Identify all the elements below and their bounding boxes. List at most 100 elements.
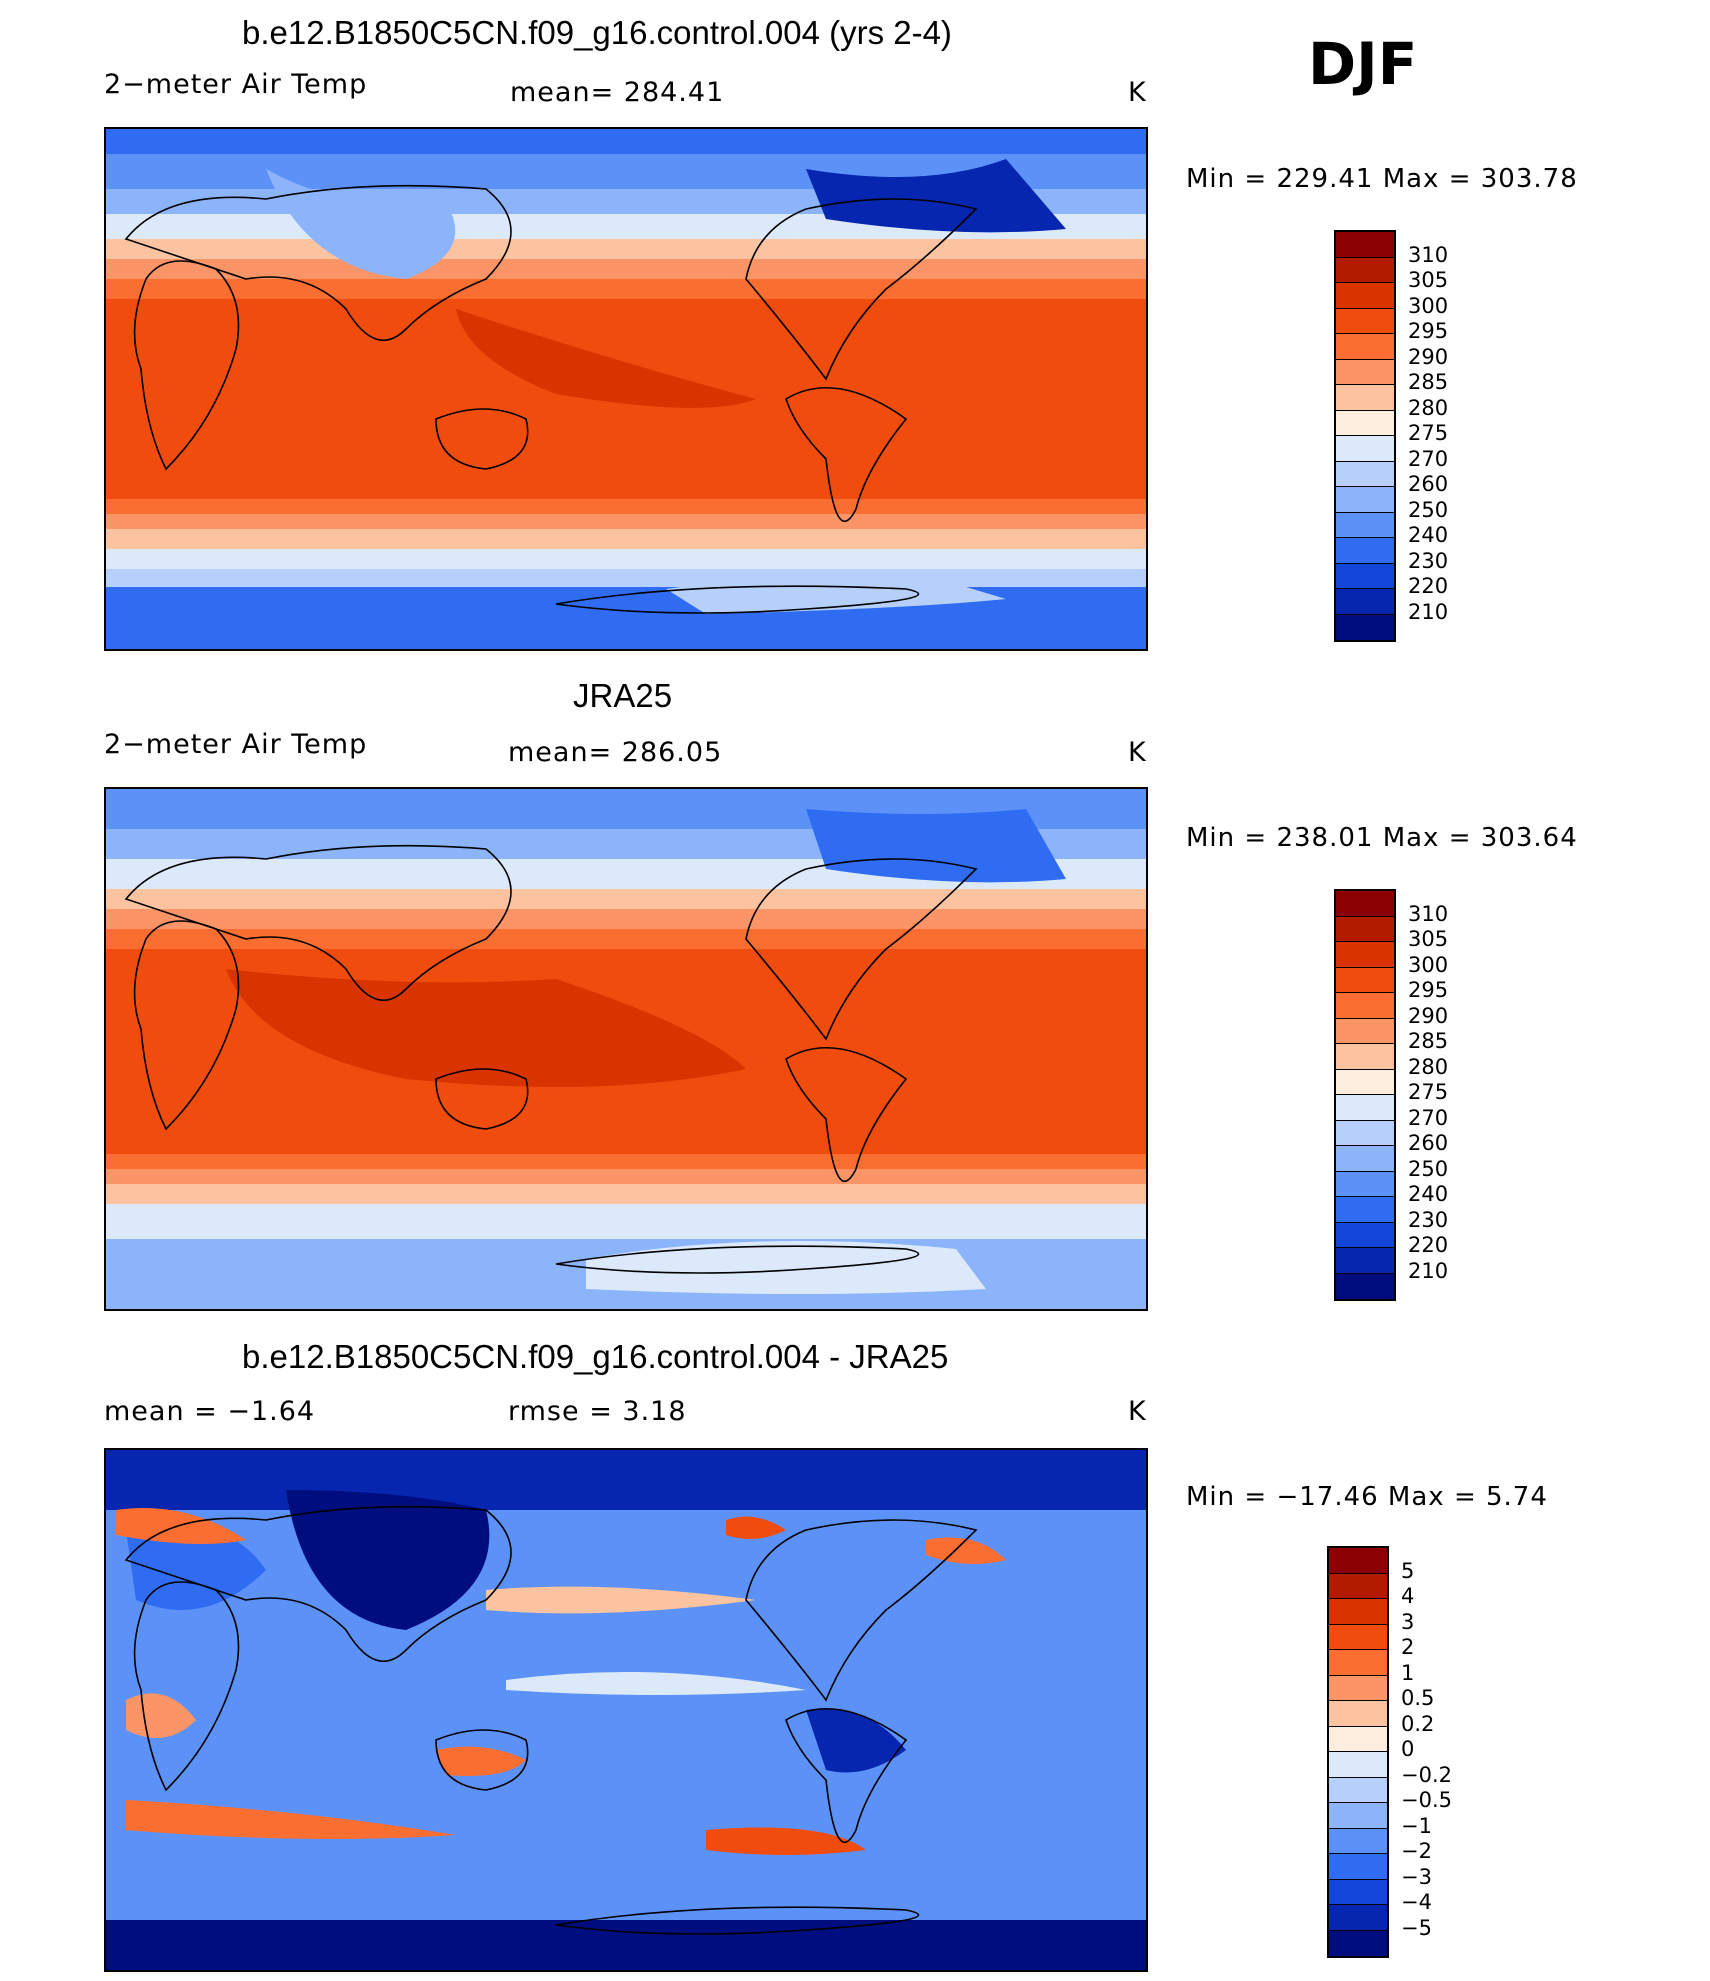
panel3-colorbar: [1327, 1546, 1389, 1958]
colorbar-tick-label: 240: [1408, 523, 1449, 547]
colorbar-tick-label: 285: [1408, 370, 1449, 394]
colorbar-cell: [1329, 1599, 1387, 1625]
colorbar-cell: [1336, 1018, 1394, 1044]
colorbar-tick-label: 0: [1401, 1737, 1415, 1761]
colorbar-tick-label: −0.2: [1401, 1762, 1452, 1787]
colorbar-cell: [1336, 359, 1394, 385]
panel3-minmax: Min = −17.46 Max = 5.74: [1186, 1482, 1548, 1512]
panel1-variable-label: 2−meter Air Temp: [104, 69, 368, 100]
colorbar-cell: [1336, 563, 1394, 589]
panel1-minmax: Min = 229.41 Max = 303.78: [1186, 164, 1578, 194]
colorbar-tick-label: −5: [1401, 1915, 1432, 1940]
colorbar-tick-label: 285: [1408, 1029, 1449, 1053]
colorbar-cell: [1336, 967, 1394, 993]
colorbar-cell: [1336, 512, 1394, 538]
colorbar-cell: [1336, 283, 1394, 309]
colorbar-tick-label: 310: [1408, 242, 1449, 267]
colorbar-tick-label: 260: [1408, 1131, 1449, 1155]
colorbar-cell: [1329, 1777, 1387, 1803]
colorbar-cell: [1336, 1248, 1394, 1274]
panel1-mean-label: mean= 284.41: [510, 77, 725, 108]
colorbar-cell: [1336, 916, 1394, 942]
colorbar-cell: [1336, 993, 1394, 1019]
colorbar-tick-label: 1: [1401, 1660, 1415, 1685]
panel1-temperature-map: [106, 129, 1146, 649]
colorbar-tick-label: −2: [1401, 1839, 1432, 1863]
colorbar-tick-label: 275: [1408, 421, 1449, 445]
colorbar-tick-label: 295: [1408, 978, 1449, 1002]
colorbar-tick-label: 300: [1408, 952, 1449, 977]
colorbar-cell: [1329, 1905, 1387, 1931]
panel2-colorbar: [1334, 889, 1396, 1301]
colorbar-tick-label: 260: [1408, 472, 1449, 496]
colorbar-tick-label: −1: [1401, 1813, 1432, 1838]
colorbar-cell: [1329, 1624, 1387, 1650]
colorbar-tick-label: 295: [1408, 319, 1449, 343]
colorbar-tick-label: 2: [1401, 1635, 1415, 1659]
colorbar-cell: [1336, 257, 1394, 283]
colorbar-cell: [1329, 1650, 1387, 1676]
colorbar-tick-label: −3: [1401, 1864, 1432, 1889]
colorbar-cell: [1336, 1044, 1394, 1070]
panel3-units: K: [1128, 1396, 1147, 1427]
panel2-minmax: Min = 238.01 Max = 303.64: [1186, 823, 1578, 853]
colorbar-cell: [1329, 1675, 1387, 1701]
colorbar-cell: [1336, 1171, 1394, 1197]
colorbar-cell: [1336, 1069, 1394, 1095]
panel3-map: [104, 1448, 1148, 1972]
colorbar-tick-label: 270: [1408, 446, 1449, 471]
panel3-difference-map: [106, 1450, 1146, 1970]
colorbar-tick-label: 0.5: [1401, 1686, 1435, 1710]
colorbar-cell: [1329, 1726, 1387, 1752]
colorbar-tick-label: 290: [1408, 344, 1449, 369]
colorbar-cell: [1336, 942, 1394, 968]
colorbar-tick-label: 305: [1408, 268, 1449, 292]
colorbar-cell: [1336, 334, 1394, 360]
colorbar-cell: [1336, 538, 1394, 564]
colorbar-cell: [1329, 1828, 1387, 1854]
colorbar-cell: [1336, 891, 1394, 917]
colorbar-tick-label: 210: [1408, 599, 1449, 624]
panel3-rmse-label: rmse = 3.18: [508, 1396, 687, 1427]
colorbar-cell: [1336, 1120, 1394, 1146]
panel2-map: [104, 787, 1148, 1311]
colorbar-cell: [1336, 461, 1394, 487]
colorbar-cell: [1329, 1752, 1387, 1778]
colorbar-cell: [1329, 1854, 1387, 1880]
colorbar-cell: [1336, 1222, 1394, 1248]
colorbar-cell: [1336, 385, 1394, 411]
colorbar-tick-label: 220: [1408, 574, 1449, 598]
colorbar-tick-label: 230: [1408, 1207, 1449, 1232]
colorbar-tick-label: 220: [1408, 1233, 1449, 1257]
colorbar-tick-label: 3: [1401, 1609, 1415, 1634]
colorbar-tick-label: 210: [1408, 1258, 1449, 1283]
colorbar-cell: [1336, 1146, 1394, 1172]
panel1-colorbar: [1334, 230, 1396, 642]
colorbar-cell: [1329, 1803, 1387, 1829]
panel1-units: K: [1128, 77, 1147, 108]
colorbar-tick-label: 250: [1408, 497, 1449, 522]
colorbar-cell: [1329, 1879, 1387, 1905]
panel2-units: K: [1128, 737, 1147, 768]
colorbar-cell: [1336, 614, 1394, 640]
colorbar-tick-label: −4: [1401, 1890, 1432, 1914]
colorbar-cell: [1329, 1548, 1387, 1574]
panel2-temperature-map: [106, 789, 1146, 1309]
colorbar-cell: [1336, 1095, 1394, 1121]
panel1-title: b.e12.B1850C5CN.f09_g16.control.004 (yrs…: [242, 14, 952, 51]
colorbar-cell: [1336, 1273, 1394, 1299]
panel2-title: JRA25: [573, 677, 673, 714]
colorbar-cell: [1336, 589, 1394, 615]
colorbar-tick-label: 250: [1408, 1156, 1449, 1181]
colorbar-cell: [1336, 308, 1394, 334]
colorbar-tick-label: 4: [1401, 1584, 1415, 1608]
colorbar-tick-label: 275: [1408, 1080, 1449, 1104]
colorbar-tick-label: 290: [1408, 1003, 1449, 1028]
colorbar-tick-label: 270: [1408, 1105, 1449, 1130]
colorbar-tick-label: 5: [1401, 1558, 1415, 1583]
colorbar-cell: [1329, 1930, 1387, 1956]
colorbar-tick-label: 300: [1408, 293, 1449, 318]
colorbar-cell: [1336, 410, 1394, 436]
panel1-map: [104, 127, 1148, 651]
panel3-mean-label: mean = −1.64: [104, 1396, 316, 1427]
